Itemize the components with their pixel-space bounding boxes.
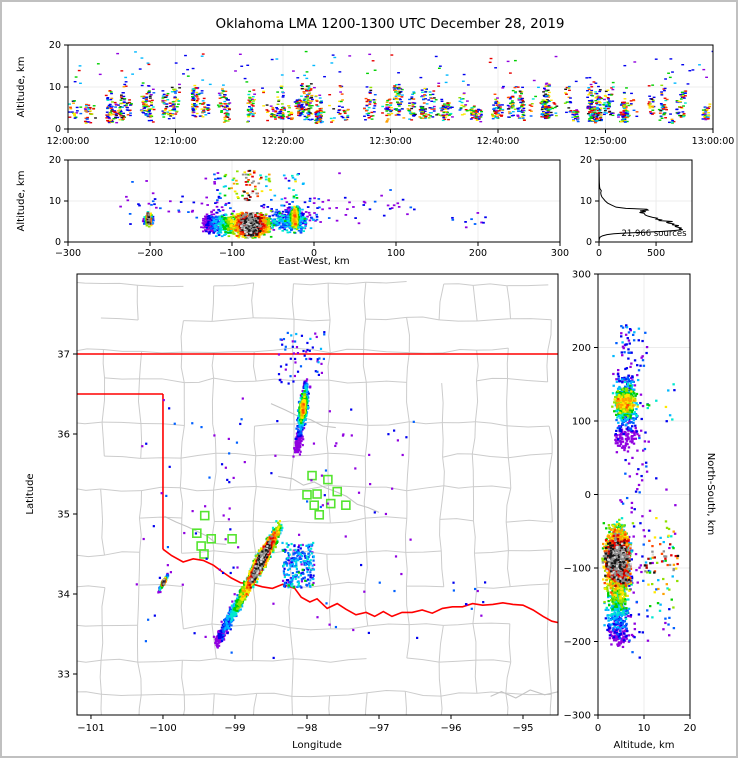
tick-label: 37: [57, 350, 70, 361]
tick-label: −200: [564, 637, 591, 648]
tick-label: 35: [57, 510, 70, 521]
station-marker: [341, 500, 351, 511]
axis-ticks-and-labels: 12:00:00 12:10:00 12:20:00 12:30:00 12:40:00…: [47, 40, 735, 734]
tick-label: 0: [55, 124, 61, 135]
tick-label: −101: [77, 723, 104, 734]
tick-label: 33: [57, 670, 70, 681]
station-marker: [199, 510, 210, 521]
tick-label: 10: [638, 723, 651, 734]
tick-label: −100: [564, 564, 591, 575]
tick-label: 300: [551, 248, 569, 259]
east-west-ylabel: Altitude, km: [16, 171, 27, 232]
tick-label: 300: [572, 270, 591, 281]
tick-label: 200: [572, 343, 591, 354]
tick-label: 500: [647, 248, 665, 259]
time-height-ylabel: Altitude, km: [16, 57, 27, 118]
east-west-xlabel: East-West, km: [278, 256, 349, 267]
tick-label: −300: [55, 248, 81, 259]
tick-label: 200: [469, 248, 487, 259]
tick-label: 12:50:00: [584, 136, 627, 147]
tick-label: −95: [512, 723, 533, 734]
map-source-points: [135, 331, 487, 660]
tick-label: 0: [596, 248, 602, 259]
altitude-histogram-curve: [599, 160, 683, 242]
tick-label: 0: [585, 490, 591, 501]
tick-label: 13:00:00: [692, 136, 735, 147]
tick-label: 0: [595, 723, 601, 734]
north-south-xlabel: Altitude, km: [614, 740, 675, 751]
north-south-ylabel: North-South, km: [705, 453, 716, 536]
tick-label: 20: [580, 155, 592, 166]
tick-label: 100: [387, 248, 405, 259]
station-marker: [302, 489, 312, 500]
plan-view-map-panel: [77, 281, 558, 715]
north-south-panel: [601, 324, 680, 659]
map-ylabel: Latitude: [25, 473, 36, 514]
tick-label: −100: [149, 723, 176, 734]
station-marker: [323, 474, 333, 485]
tick-label: −300: [564, 711, 591, 722]
station-marker: [206, 533, 217, 544]
time-height-panel: [68, 50, 713, 124]
station-marker: [199, 549, 209, 559]
tick-label: 0: [586, 237, 592, 248]
tick-label: −96: [440, 723, 461, 734]
state-border: [77, 353, 558, 624]
tick-label: 12:30:00: [369, 136, 412, 147]
tick-label: −97: [368, 723, 389, 734]
north-south-source-points: [601, 324, 680, 659]
station-marker: [332, 486, 343, 497]
map-layers: [77, 281, 558, 715]
tick-label: 20: [49, 155, 61, 166]
tick-label: 20: [49, 40, 61, 51]
time-height-source-points: [68, 50, 713, 124]
tick-label: −200: [137, 248, 163, 259]
tick-label: −100: [219, 248, 245, 259]
tick-label: 12:00:00: [47, 136, 90, 147]
tick-label: 10: [49, 196, 61, 207]
map-xlabel: Longitude: [292, 740, 342, 751]
tick-label: 12:40:00: [477, 136, 520, 147]
tick-label: 0: [55, 237, 61, 248]
tick-label: 12:20:00: [262, 136, 305, 147]
station-marker: [227, 533, 237, 544]
station-marker: [314, 509, 325, 520]
tick-label: −98: [296, 723, 317, 734]
east-west-source-points: [119, 169, 487, 239]
tick-label: 0: [311, 248, 317, 259]
tick-label: 36: [57, 430, 70, 441]
axis-labels: Oklahoma LMA 1200-1300 UTC December 28, …: [16, 16, 716, 751]
figure-title: Oklahoma LMA 1200-1300 UTC December 28, …: [215, 16, 564, 32]
tick-label: 10: [49, 82, 61, 93]
tick-label: 20: [684, 723, 697, 734]
tick-label: 100: [572, 417, 591, 428]
east-west-panel: [119, 169, 487, 239]
tick-label: 10: [580, 196, 592, 207]
station-marker: [192, 528, 202, 539]
altitude-histogram-panel: [599, 160, 683, 242]
tick-label: 34: [57, 590, 70, 601]
station-marker: [309, 500, 319, 511]
river-lines: [164, 403, 558, 699]
tick-label: 12:10:00: [154, 136, 197, 147]
tick-label: −99: [224, 723, 245, 734]
station-marker: [312, 489, 322, 499]
source-count-annotation: 21,966 sources: [621, 229, 687, 239]
